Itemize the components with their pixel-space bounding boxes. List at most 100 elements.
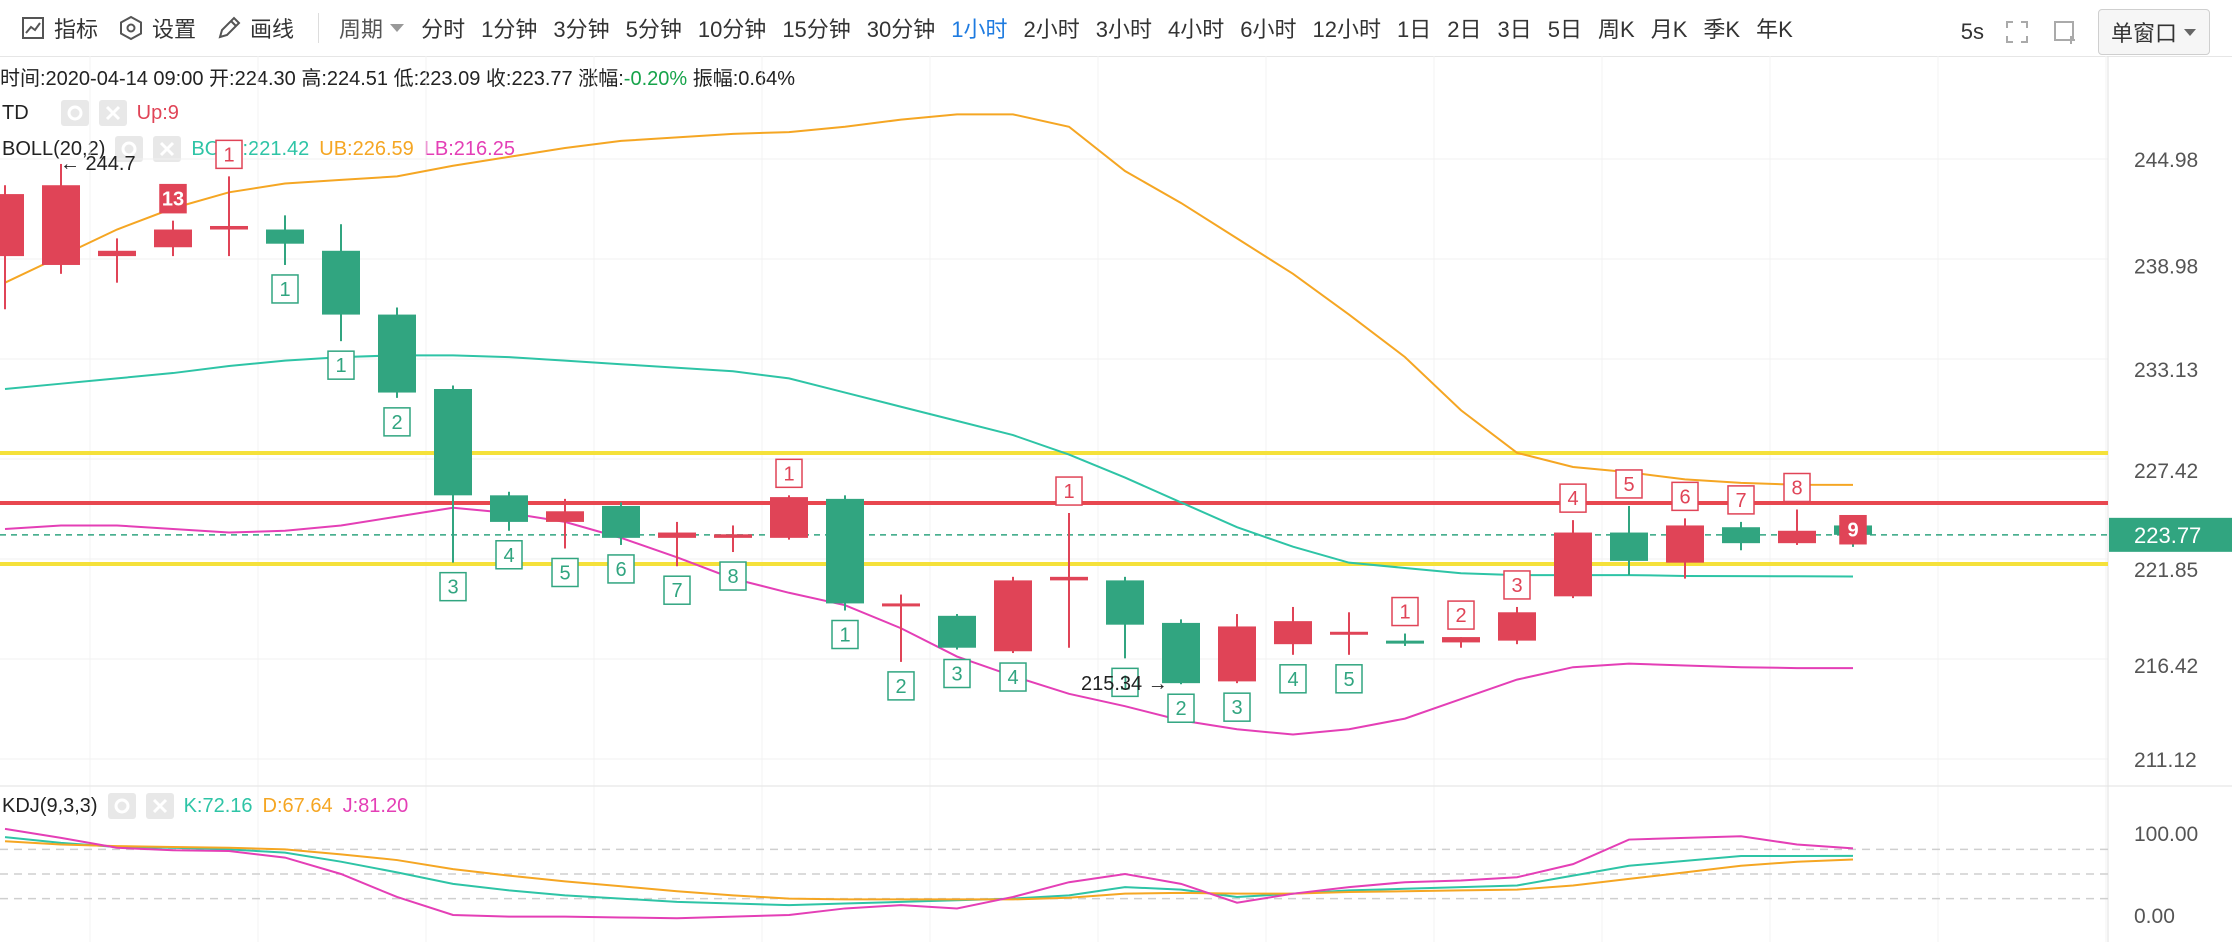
period-option[interactable]: 年K	[1756, 17, 1793, 42]
price-axis-label: 221.85	[2134, 559, 2198, 582]
candle-up	[1666, 525, 1704, 563]
price-axis-label: 211.12	[2134, 749, 2197, 772]
candle-up	[1442, 637, 1480, 643]
period-option[interactable]: 3小时	[1095, 17, 1153, 42]
draw-line-button[interactable]: 画线	[216, 12, 294, 44]
boll-lower-line	[4, 506, 1853, 736]
td-count-label: 9	[1847, 520, 1858, 542]
boll-ub-value: UB:226.59	[319, 137, 414, 160]
kdj-close-button[interactable]	[145, 793, 174, 819]
boll-name: BOLL(20,2)	[2, 137, 106, 160]
screenshot-button[interactable]	[2050, 17, 2080, 47]
period-option[interactable]: 2日	[1447, 17, 1482, 42]
period-option[interactable]: 4小时	[1168, 17, 1225, 42]
candle-up	[1218, 626, 1256, 682]
period-option[interactable]: 月K	[1650, 17, 1688, 42]
td-count-label: 8	[1791, 478, 1802, 500]
td-count-label: 2	[895, 676, 906, 698]
candle-up	[770, 497, 808, 538]
td-count-badge	[1223, 692, 1251, 722]
period-option[interactable]: 分时	[421, 17, 466, 42]
td-count-badge	[1503, 570, 1531, 600]
boll-close-button[interactable]	[153, 136, 182, 162]
td-count-badge	[1279, 664, 1307, 694]
window-mode-dropdown[interactable]: 单窗口	[2097, 9, 2210, 55]
td-count-badge	[1055, 476, 1083, 506]
boll-indicator-legend: BOLL(20,2) BOLL:221.42 UB:226.59 LB:216.…	[2, 136, 515, 162]
period-option[interactable]: 3分钟	[553, 17, 610, 42]
td-count-label: 8	[727, 566, 738, 588]
close-icon	[105, 105, 120, 121]
td-count-badge	[439, 571, 467, 602]
candle-up	[154, 229, 192, 248]
period-option[interactable]: 周K	[1598, 17, 1635, 42]
td-count-label: 7	[671, 580, 682, 602]
fullscreen-button[interactable]	[2002, 17, 2032, 47]
gear-icon	[114, 798, 130, 814]
td-count-badge	[1335, 664, 1363, 694]
candle-down	[434, 389, 472, 496]
td-count-badge	[663, 575, 691, 605]
period-option[interactable]: 2小时	[1023, 17, 1080, 42]
settings-button[interactable]: 设置	[118, 12, 196, 44]
candle-down	[266, 229, 304, 244]
info-time: 时间:2020-04-14 09:00	[0, 68, 204, 90]
td-settings-button[interactable]	[60, 100, 89, 126]
boll-upper-line	[4, 113, 1854, 486]
td-close-button[interactable]	[98, 100, 127, 126]
period-option[interactable]: 3日	[1497, 17, 1532, 42]
kdj-d-value: D:67.64	[262, 794, 333, 817]
td-count-label: 6	[615, 559, 626, 581]
boll-settings-button[interactable]	[115, 136, 144, 162]
info-open: 开:224.30	[209, 68, 296, 90]
candle-down	[602, 505, 640, 538]
period-option[interactable]: 1日	[1397, 17, 1432, 42]
period-label: 周期	[339, 17, 384, 42]
td-count-label: 1	[279, 279, 290, 301]
candle-down	[490, 495, 528, 522]
candlestick-chart[interactable]: 13 1 1 1 2 3 4 5 6 7 8 1 1 2 3 4 1 1 2 3 4 5 1 2 3 4 5 6 7 8 9 ← 244.7 2…	[0, 56, 2232, 942]
td-count-badge	[999, 662, 1027, 692]
price-axis-label: 238.98	[2134, 255, 2198, 278]
period-option[interactable]: 5分钟	[625, 17, 682, 42]
period-option[interactable]: 季K	[1703, 17, 1741, 42]
interval-label[interactable]: 5s	[1960, 19, 1984, 44]
td-count-label: 1	[1119, 672, 1130, 694]
period-option[interactable]: 6小时	[1240, 17, 1297, 42]
td-up-value: Up:9	[136, 101, 179, 124]
period-option[interactable]: 1分钟	[481, 17, 538, 42]
candle-down	[1610, 532, 1648, 561]
indicator-button[interactable]: 指标	[20, 12, 98, 44]
hexagon-settings-icon	[120, 15, 143, 41]
td-count-label: 1	[1063, 481, 1074, 503]
td-count-badge	[327, 350, 355, 380]
current-price-tag	[2109, 517, 2232, 552]
price-axis-label: 216.42	[2134, 655, 2198, 678]
td-count-badge	[1727, 485, 1755, 515]
low-annotation: 215.34 →	[1081, 673, 1168, 695]
period-option[interactable]: 10分钟	[697, 17, 767, 42]
kdj-j-value: J:81.20	[342, 794, 409, 817]
td-count-badge	[495, 540, 523, 570]
period-option[interactable]: 1小时	[951, 17, 1008, 42]
td-count-label: 4	[1007, 667, 1018, 689]
fullscreen-icon	[2005, 21, 2028, 43]
td-count-badge	[887, 671, 915, 701]
chart-toolbar: 指标 设置 画线 周期 分时 1分钟 3分钟 5分钟 10分钟 15分钟 30分钟 1小时 2小…	[0, 0, 2232, 57]
kdj-settings-button[interactable]	[107, 793, 136, 819]
td-count-badge	[383, 407, 411, 437]
td-count-label: 1	[839, 625, 850, 647]
period-option[interactable]: 15分钟	[782, 17, 851, 42]
candle-up	[658, 532, 696, 538]
period-option[interactable]: 5日	[1547, 17, 1583, 42]
period-selector[interactable]: 周期	[339, 12, 405, 44]
candle-down	[322, 250, 360, 315]
period-option[interactable]: 30分钟	[866, 17, 936, 42]
info-amplitude: 振幅:0.64%	[692, 68, 795, 90]
period-option[interactable]: 12小时	[1312, 17, 1382, 42]
candle-up	[994, 580, 1032, 652]
info-close: 收:223.77	[485, 68, 573, 90]
td-count-badge	[159, 183, 187, 214]
td-count-label: 1	[335, 355, 346, 377]
kdj-j-line	[4, 827, 1854, 920]
